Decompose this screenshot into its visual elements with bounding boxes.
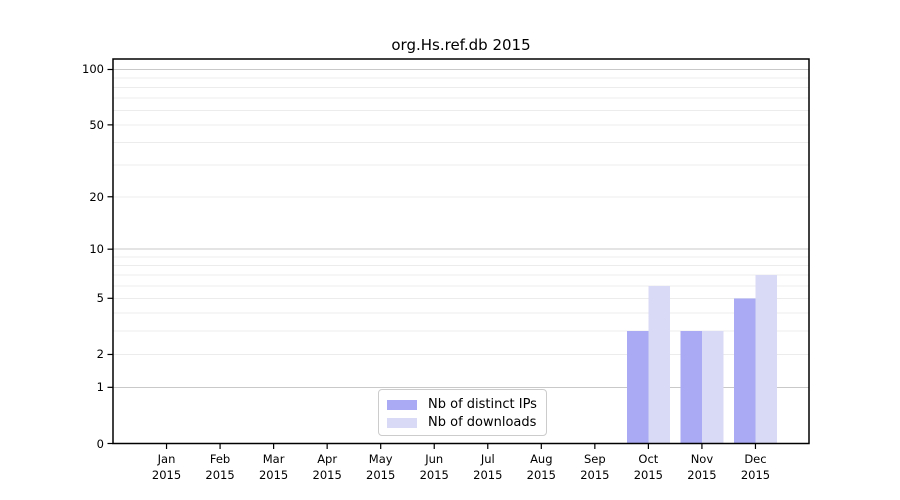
x-tick-label-sep: Sep 2015	[580, 452, 610, 482]
y-tick-label-10: 10	[89, 242, 104, 257]
x-tick-label-nov: Nov 2015	[687, 452, 717, 482]
y-tick-label-0: 0	[96, 436, 104, 451]
x-tick-label-mar: Mar 2015	[258, 452, 289, 482]
y-tick-label-2: 2	[96, 347, 104, 362]
x-tick-label-feb: Feb 2015	[205, 452, 235, 482]
bar-nb-of-distinct-ips-nov	[680, 331, 702, 444]
bar-nb-of-downloads-oct	[648, 285, 670, 444]
bar-nb-of-downloads-nov	[701, 331, 724, 444]
legend-item-downloads: Nb of downloads	[385, 414, 540, 432]
x-tick-label-oct: Oct 2015	[633, 452, 664, 482]
bar-nb-of-distinct-ips-dec	[734, 298, 756, 444]
x-tick-label-jun: Jun 2015	[419, 452, 449, 482]
y-tick-label-100: 100	[82, 62, 104, 77]
x-tick-label-dec: Dec 2015	[740, 452, 771, 482]
x-tick-label-may: May 2015	[366, 452, 396, 482]
bar-nb-of-distinct-ips-oct	[626, 331, 649, 444]
legend-item-distinct-ips: Nb of distinct IPs	[385, 396, 540, 414]
legend: Nb of distinct IPs Nb of downloads	[378, 389, 547, 436]
x-tick-label-jul: Jul 2015	[473, 452, 503, 482]
x-tick-label-apr: Apr 2015	[312, 452, 342, 482]
axes-frame	[112, 58, 810, 445]
bar-nb-of-downloads-dec	[755, 274, 777, 444]
x-tick-label-jan: Jan 2015	[151, 452, 182, 482]
legend-label-downloads: Nb of downloads	[428, 415, 537, 430]
x-tick-label-aug: Aug 2015	[526, 452, 556, 482]
y-tick-label-5: 5	[96, 291, 104, 306]
y-tick-label-50: 50	[89, 117, 104, 132]
y-tick-label-20: 20	[89, 189, 104, 204]
legend-swatch-downloads	[387, 418, 417, 428]
y-tick-label-1: 1	[96, 380, 104, 395]
legend-swatch-distinct-ips	[387, 400, 417, 410]
legend-label-distinct-ips: Nb of distinct IPs	[428, 397, 537, 412]
chart-title: org.Hs.ref.db 2015	[391, 36, 531, 54]
